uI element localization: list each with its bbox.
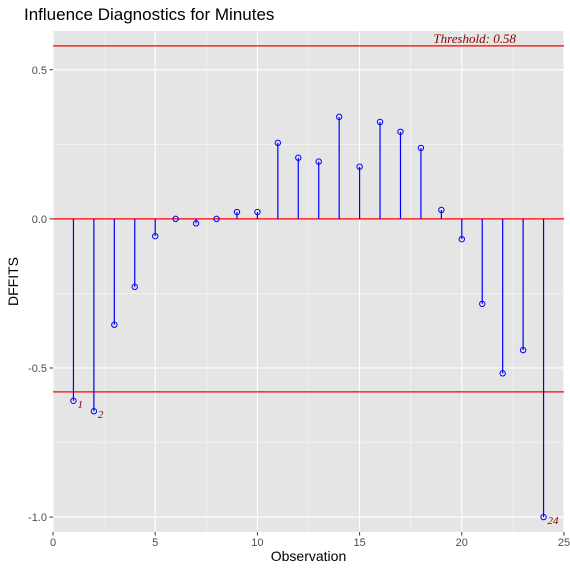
point-7: [192, 220, 200, 227]
threshold-lines: [53, 45, 564, 393]
threshold-annotation: Threshold: 0.58: [433, 31, 516, 46]
point-3: [111, 321, 118, 328]
point-labels: 1 2 24: [77, 399, 559, 527]
chart-title: Influence Diagnostics for Minutes: [24, 5, 275, 24]
point-label-2: 2: [98, 409, 104, 421]
point-5: [152, 232, 159, 240]
point-13: [315, 158, 322, 165]
point-9: [233, 208, 241, 216]
point-22: [499, 370, 506, 377]
y-axis-title: DFFITS: [5, 257, 21, 306]
point-18: [417, 144, 425, 152]
point-label-24: 24: [548, 515, 560, 527]
x-tick-label: 5: [152, 537, 158, 549]
point-2: [90, 408, 98, 415]
point-11: [274, 139, 282, 147]
x-tick-label: 10: [251, 537, 263, 549]
x-tick-label: 15: [353, 537, 365, 549]
point-23: [519, 346, 527, 354]
point-1: [70, 397, 77, 404]
y-tick-label: 0.5: [32, 65, 47, 77]
x-tick-label: 20: [456, 537, 468, 549]
point-4: [131, 283, 138, 291]
point-10: [254, 208, 261, 216]
point-14: [335, 113, 343, 121]
points: [70, 113, 547, 521]
point-16: [376, 118, 384, 126]
point-label-1: 1: [77, 399, 83, 411]
x-axis-title: Observation: [271, 548, 346, 564]
y-tick-label: -0.5: [28, 363, 47, 375]
point-12: [295, 154, 302, 161]
point-17: [397, 128, 404, 135]
point-15: [356, 163, 363, 170]
point-19: [438, 206, 445, 214]
point-6: [172, 215, 179, 223]
point-21: [479, 300, 486, 308]
x-tick-label: 25: [558, 537, 570, 549]
grid-minor: [53, 31, 564, 532]
axis-ticks: 0 5 10 15 20 25 -1.0 -0.5 0.0 0.5: [28, 65, 570, 549]
x-tick-label: 0: [50, 537, 56, 549]
point-20: [458, 235, 465, 243]
y-tick-label: 0.0: [32, 214, 47, 226]
point-24: [540, 513, 547, 521]
point-8: [213, 215, 220, 223]
y-tick-label: -1.0: [28, 512, 47, 524]
stems: [72, 116, 545, 518]
